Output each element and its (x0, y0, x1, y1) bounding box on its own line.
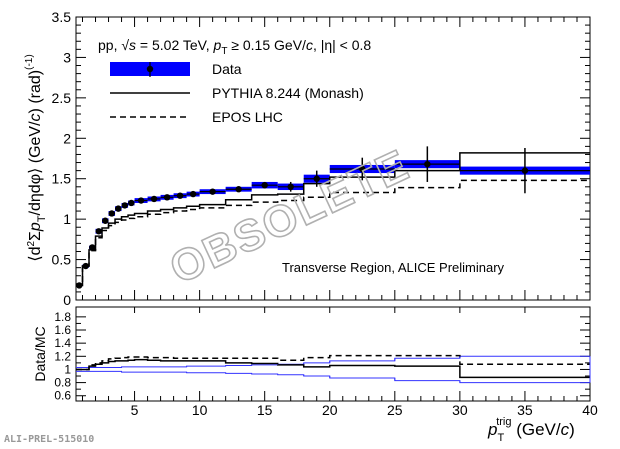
legend-entry-pythia: PYTHIA 8.244 (Monash) (110, 85, 364, 101)
upper-y-tick-label: 0.5 (52, 252, 72, 268)
legend-entry-data: Data (110, 61, 242, 77)
data-point (424, 160, 431, 168)
x-tick-label: 35 (517, 402, 533, 418)
lower-y-ticks: 0.60.811.21.41.61.8 (54, 310, 590, 403)
lower-y-tick-label: 0.8 (54, 376, 71, 390)
data-point (89, 244, 96, 251)
x-tick-label: 20 (322, 402, 338, 418)
lower-y-tick-label: 0.6 (54, 389, 71, 403)
data-point (82, 262, 89, 270)
upper-y-tick-label: 2.5 (52, 90, 72, 106)
legend-label-data: Data (212, 61, 242, 77)
upper-y-tick-label: 3 (63, 49, 71, 65)
data-point (189, 190, 197, 198)
data-point (76, 282, 83, 289)
legend-label-epos: EPOS LHC (212, 109, 283, 125)
epos-histogram-line (76, 179, 590, 287)
data-point (287, 183, 294, 190)
x-tick-label: 25 (387, 402, 403, 418)
upper-plot-series (76, 146, 590, 289)
lower-y-tick-label: 1.4 (54, 336, 71, 350)
data-point (95, 228, 102, 235)
data-point (521, 167, 529, 174)
upper-plot-frame (75, 16, 591, 301)
data-point (359, 165, 366, 173)
upper-y-axis-label: ⟨d2ΣpT/dηdφ⟩ (GeV/c) (rad)(-1) (24, 54, 48, 261)
x-axis-label: pTtrig (GeV/c) (487, 416, 575, 444)
data-point (163, 194, 171, 201)
figure-id-label: ALI-PREL-515010 (4, 434, 94, 445)
x-ticks: 5 10 15 20 25 30 35 40 (82, 17, 598, 418)
data-point (102, 217, 109, 224)
collision-info-header: pp, √s = 5.02 TeV, pT ≥ 0.15 GeV/c, |η| … (98, 37, 371, 57)
lower-y-tick-label: 1.6 (54, 323, 71, 337)
lower-y-tick-label: 1 (64, 362, 71, 376)
x-tick-label: 5 (131, 402, 139, 418)
data-point (209, 188, 216, 195)
x-tick-label: 40 (582, 402, 598, 418)
data-point (128, 199, 135, 207)
ratio-pythia-line (76, 358, 590, 379)
upper-y-tick-label: 0 (63, 292, 71, 308)
data-point (313, 175, 320, 182)
legend-entry-epos: EPOS LHC (110, 109, 283, 125)
data-point (121, 202, 128, 209)
upper-y-tick-label: 3.5 (52, 9, 72, 25)
data-point (137, 197, 145, 204)
upper-y-ticks: 0 0.5 1 1.5 2 2.5 3 3.5 (52, 9, 590, 308)
data-point (115, 205, 122, 212)
legend-label-pythia: PYTHIA 8.244 (Monash) (212, 85, 364, 101)
lower-plot-series (76, 354, 591, 384)
data-point (150, 195, 158, 203)
lower-y-tick-label: 1.8 (54, 310, 71, 324)
x-tick-label: 30 (452, 402, 468, 418)
x-tick-label: 15 (257, 402, 273, 418)
lower-plot-frame (75, 306, 591, 402)
lower-y-axis-label: Data/MC (32, 326, 48, 381)
data-point (176, 192, 184, 199)
data-point (261, 181, 268, 189)
ratio-epos-line (76, 354, 590, 371)
upper-y-tick-label: 1.5 (52, 171, 72, 187)
upper-y-tick-label: 2 (63, 130, 71, 146)
lower-y-tick-label: 1.2 (54, 349, 71, 363)
x-tick-label: 10 (192, 402, 208, 418)
data-point (108, 210, 115, 217)
data-point (235, 186, 242, 193)
legend: Data PYTHIA 8.244 (Monash) EPOS LHC (110, 61, 364, 125)
legend-data-marker (146, 65, 154, 73)
upper-y-tick-label: 1 (63, 211, 71, 227)
region-annotation: Transverse Region, ALICE Preliminary (282, 260, 505, 275)
pythia-histogram-line (76, 152, 590, 287)
